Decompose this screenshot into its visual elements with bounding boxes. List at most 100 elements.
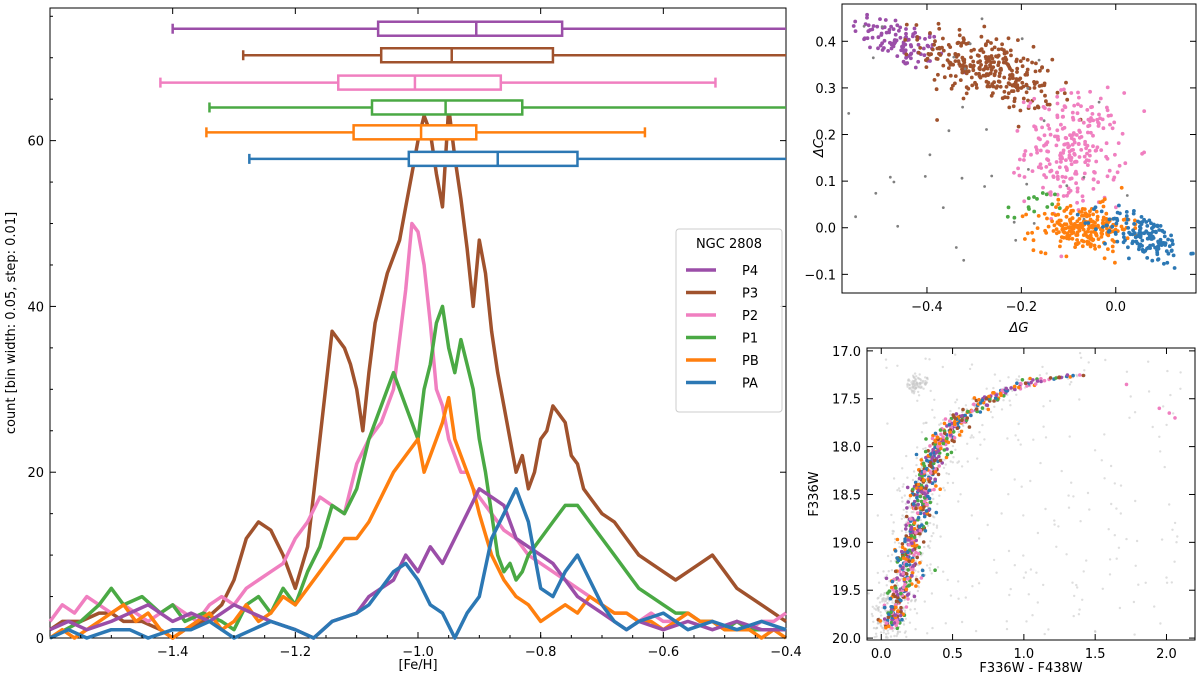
scatter-point (961, 105, 964, 109)
cmd-background-star (966, 442, 969, 445)
cmd-background-star (896, 489, 899, 492)
scatter-point (1131, 228, 1135, 233)
cmd-background-star (1020, 485, 1023, 488)
cmd-background-star (1134, 499, 1137, 503)
cmd-background-star (919, 518, 922, 522)
scatter-point (1086, 117, 1091, 122)
chromosome-map-ytick-label: 0.3 (815, 82, 836, 97)
cmd-member-star (888, 596, 893, 601)
scatter-point (964, 71, 969, 76)
boxplot-p3 (241, 47, 786, 64)
cmd-background-star (1067, 494, 1070, 497)
series-line-p2 (48, 221, 787, 632)
scatter-point (1094, 159, 1099, 164)
cmd-member-star (909, 525, 914, 529)
cmd-member-star (938, 487, 942, 492)
cmd-background-star (903, 609, 907, 612)
scatter-point (1170, 242, 1175, 247)
cmd-member-star (904, 562, 909, 567)
scatter-point (984, 60, 989, 65)
scatter-point (1069, 136, 1074, 141)
scatter-point (1043, 106, 1047, 110)
scatter-point (956, 40, 961, 45)
scatter-point (913, 65, 918, 70)
scatter-point (906, 37, 911, 42)
scatter-point (1045, 216, 1049, 221)
cmd-background-star (1005, 627, 1009, 631)
scatter-point (1071, 117, 1076, 122)
cmd-member-star (912, 594, 917, 599)
cmd-background-star (901, 485, 904, 488)
cmd-background-star (915, 575, 918, 578)
scatter-point (927, 35, 932, 39)
scatter-group-p1 (1005, 191, 1062, 220)
cmd-background-star (884, 636, 888, 639)
cmd-background-star (977, 537, 981, 540)
scatter-point (1060, 108, 1065, 112)
scatter-point (928, 31, 932, 35)
cmd-member-star (939, 446, 943, 451)
cmd-background-star (885, 584, 888, 587)
scatter-point (882, 38, 887, 43)
scatter-point (891, 44, 896, 49)
scatter-point (921, 46, 926, 51)
cmd-background-star (1119, 484, 1123, 487)
scatter-point (1044, 192, 1049, 197)
scatter-point (981, 73, 986, 78)
scatter-point (1138, 228, 1142, 233)
legend-label-p1: P1 (742, 332, 758, 347)
scatter-point (1112, 120, 1117, 125)
cmd-member-star (937, 441, 942, 446)
cmd-member-star (947, 419, 952, 423)
cmd-background-star (1147, 360, 1150, 363)
scatter-point (1006, 81, 1011, 86)
cmd-background-star (1070, 481, 1073, 484)
boxplot-p1 (208, 99, 786, 116)
scatter-point (1166, 237, 1170, 242)
cmd-member-star (927, 513, 932, 518)
scatter-point (1082, 217, 1086, 221)
cmd-member-star (893, 549, 898, 553)
scatter-point (968, 63, 973, 67)
cmd-background-star (886, 554, 890, 558)
cmd-background-star (1017, 375, 1021, 378)
scatter-point (903, 42, 908, 47)
scatter-point (1002, 51, 1007, 56)
cmd-member-star (893, 569, 898, 574)
cmd-background-star (1000, 512, 1003, 515)
scatter-point (1005, 214, 1010, 219)
scatter-point (1058, 151, 1063, 156)
cmd-background-star (1005, 620, 1008, 623)
scatter-point (1091, 212, 1095, 217)
boxplot-box (370, 99, 524, 116)
cmd-background-star (932, 497, 935, 501)
scatter-point (871, 24, 876, 28)
cmd-member-star (1124, 382, 1129, 387)
cmd-background-star (887, 632, 890, 635)
cmd-background-star (942, 570, 945, 573)
scatter-point (1142, 109, 1147, 113)
scatter-point (941, 63, 946, 68)
cmd-member-star (972, 396, 977, 400)
scatter-point (1065, 97, 1070, 102)
scatter-point (1059, 160, 1063, 164)
scatter-point (1054, 205, 1058, 210)
scatter-point (953, 74, 958, 78)
scatter-point (1139, 231, 1144, 236)
cmd-member-star (950, 438, 954, 443)
cmd-background-star (1162, 405, 1165, 408)
cmd-member-star (957, 433, 962, 437)
cmd-background-star (1041, 365, 1044, 369)
scatter-point (1059, 235, 1064, 240)
scatter-point (1051, 229, 1056, 233)
cmd-member-star (924, 521, 929, 525)
cmd-xtick-label: 0.0 (871, 647, 892, 662)
scatter-point (1064, 254, 1069, 259)
cmd-member-star (978, 410, 983, 414)
scatter-point (1020, 214, 1025, 219)
scatter-point (1055, 174, 1060, 179)
cmd-background-star (897, 487, 901, 490)
cmd-background-star (945, 472, 948, 475)
cmd-background-star (900, 529, 904, 533)
cmd-member-star (889, 585, 894, 590)
